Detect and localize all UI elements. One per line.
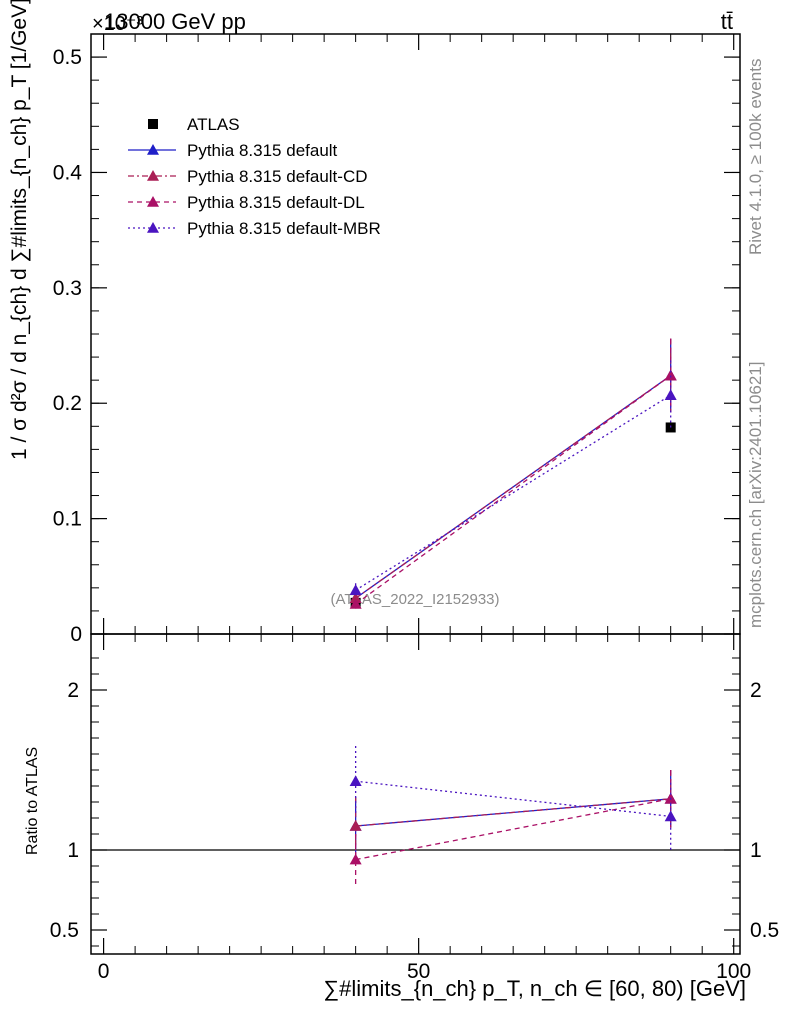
legend-marker <box>147 196 159 207</box>
x-tick-label: 50 <box>407 960 430 983</box>
legend-marker <box>147 170 159 181</box>
ratio-point <box>349 820 362 831</box>
ratio-series-pythia-8-315-default-cd <box>349 770 677 855</box>
y-tick-label: 0.2 <box>53 392 82 415</box>
legend-label: Pythia 8.315 default-MBR <box>187 219 381 238</box>
y-tick-label: 0.5 <box>53 46 82 69</box>
series-atlas <box>350 422 676 608</box>
data-point <box>664 389 677 400</box>
x-axis-label: ∑#limits_{n_ch} p_T, n_ch ∈ [60, 80) [Ge… <box>323 976 746 1001</box>
series-pythia-8-315-default-mbr <box>349 360 677 598</box>
ratio-y-tick-label-right: 1 <box>750 839 762 862</box>
data-point <box>349 598 362 609</box>
series-line <box>355 375 672 605</box>
ratio-point <box>664 810 677 822</box>
legend-marker <box>147 222 159 233</box>
series-line <box>355 394 672 591</box>
analysis-watermark: (ATLAS_2022_I2152933) <box>330 591 499 608</box>
legend-label: Pythia 8.315 default <box>187 141 338 160</box>
rivet-side-label: Rivet 4.1.0, ≥ 100k events <box>746 59 765 255</box>
legend-label: ATLAS <box>187 115 240 134</box>
data-point <box>349 592 362 604</box>
legend-marker <box>147 144 159 155</box>
ratio-y-tick-label-right: 2 <box>750 679 762 702</box>
legend-item: Pythia 8.315 default-DL <box>128 193 365 212</box>
legend-label: Pythia 8.315 default-CD <box>187 167 368 186</box>
ratio-y-tick-label: 0.5 <box>50 919 79 942</box>
legend-item: Pythia 8.315 default-CD <box>128 167 368 186</box>
ratio-plot-frame <box>90 633 741 955</box>
exponent-label: ×10⁻³ <box>92 13 143 35</box>
ratio-y-tick-label: 2 <box>67 679 79 702</box>
series-line <box>355 375 672 599</box>
ratio-series-pythia-8-315-default-mbr <box>349 746 677 850</box>
x-tick-label: 0 <box>98 960 110 983</box>
y-tick-label: 0.3 <box>53 277 82 300</box>
ratio-line <box>355 798 671 827</box>
legend-item: ATLAS <box>148 115 240 134</box>
ratio-y-tick-label-right: 0.5 <box>750 919 779 942</box>
channel-label: tt̄ <box>721 9 733 34</box>
y-tick-label: 0 <box>70 623 82 646</box>
ratio-point <box>349 853 362 865</box>
legend-marker <box>148 119 158 129</box>
mcplots-side-label: mcplots.cern.ch [arXiv:2401.10621] <box>746 362 765 628</box>
ratio-line <box>355 780 671 818</box>
legend-item: Pythia 8.315 default-MBR <box>128 219 381 238</box>
data-point <box>349 584 362 595</box>
x-tick-label: 100 <box>716 960 751 983</box>
y-tick-label: 0.4 <box>53 161 83 184</box>
legend-label: Pythia 8.315 default-DL <box>187 193 365 212</box>
legend-item: Pythia 8.315 default <box>128 141 338 160</box>
ratio-point <box>349 775 362 786</box>
process-label: 13000 GeV pp <box>104 9 246 34</box>
ratio-series-pythia-8-315-default-dl <box>349 770 677 886</box>
ratio-y-axis-label: Ratio to ATLAS <box>24 747 41 855</box>
ratio-y-tick-label: 1 <box>67 839 79 862</box>
y-tick-label: 0.1 <box>53 508 82 531</box>
data-point <box>664 369 677 381</box>
main-y-axis-label: 1 / σ d²σ / d n_{ch} d ∑#limits_{n_ch} p… <box>8 0 31 460</box>
